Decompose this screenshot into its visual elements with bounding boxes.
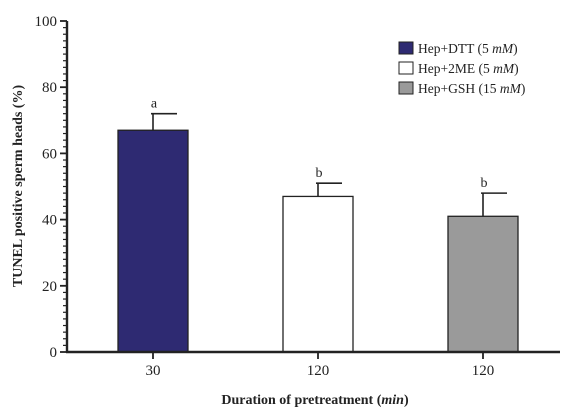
x-tick-label-3: 120 xyxy=(472,363,495,379)
legend-label-close: ) xyxy=(514,61,519,76)
legend-swatch-1 xyxy=(398,41,414,55)
legend-label-close: ) xyxy=(513,41,518,56)
bar-1 xyxy=(117,129,189,353)
legend-label-2: Hep+2ME (5 mM) xyxy=(418,61,519,76)
y-tick-label-0: 0 xyxy=(50,345,58,361)
legend-label-name: Hep+GSH xyxy=(418,81,479,96)
y-tick-label-100: 100 xyxy=(35,14,58,30)
legend-label-close: ) xyxy=(521,81,526,96)
legend-label-1: Hep+DTT (5 mM) xyxy=(418,41,518,56)
legend: Hep+DTT (5 mM)Hep+2ME (5 mM)Hep+GSH (15 … xyxy=(398,41,525,96)
legend-label-conc: (15 xyxy=(479,81,500,96)
legend-label-conc: (5 xyxy=(477,41,492,56)
x-axis-title-text: Duration of pretreatment xyxy=(221,393,373,408)
legend-label-name: Hep+2ME xyxy=(418,61,478,76)
legend-swatch-2 xyxy=(398,61,414,75)
legend-label-unit: mM xyxy=(500,81,522,96)
y-tick-label-60: 60 xyxy=(42,146,57,162)
y-tick-label-80: 80 xyxy=(42,80,57,96)
bar-2 xyxy=(282,195,354,353)
legend-swatch-3 xyxy=(398,81,414,95)
legend-label-name: Hep+DTT xyxy=(418,41,477,56)
x-axis-title: Duration of pretreatment (min) xyxy=(221,393,409,408)
bar-3 xyxy=(447,215,519,353)
legend-label-conc: (5 xyxy=(478,61,493,76)
y-tick-label-20: 20 xyxy=(42,279,57,295)
x-axis-title-unit-value: min xyxy=(381,393,404,408)
significance-label-2: b xyxy=(316,166,323,181)
legend-label-unit: mM xyxy=(493,61,515,76)
significance-label-1: a xyxy=(151,97,158,112)
plot-area: a b b 0 20 40 60 80 100 30 120 120 xyxy=(35,14,560,379)
legend-label-3: Hep+GSH (15 mM) xyxy=(418,81,525,96)
y-axis-title: TUNEL positive sperm heads (%) xyxy=(11,85,26,288)
y-tick-label-40: 40 xyxy=(42,213,57,229)
significance-label-3: b xyxy=(481,176,488,191)
x-tick-label-1: 30 xyxy=(146,363,161,379)
x-tick-label-2: 120 xyxy=(307,363,330,379)
x-axis-title-close: ) xyxy=(404,393,409,408)
legend-label-unit: mM xyxy=(492,41,514,56)
x-axis-title-unit: ( xyxy=(373,393,382,408)
